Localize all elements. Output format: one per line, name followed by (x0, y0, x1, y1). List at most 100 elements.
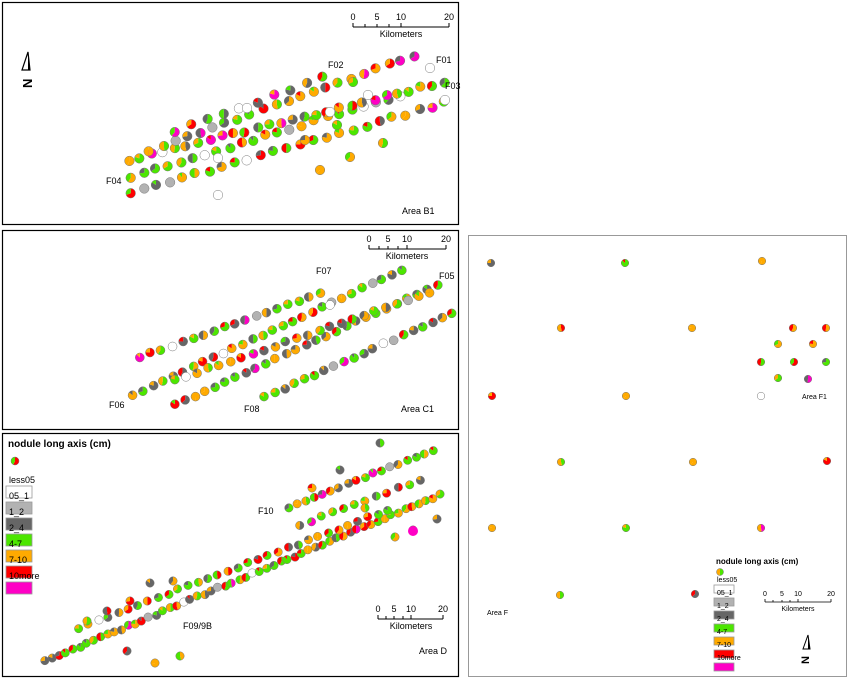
station-pie (353, 516, 362, 526)
station-pie (361, 473, 370, 483)
station-pie (238, 339, 248, 350)
scale-bar-f: 0 5 10 20 Kilometers (763, 591, 835, 613)
station-pie (690, 589, 700, 599)
station-pie (168, 576, 178, 586)
station-pie (195, 127, 206, 139)
station-pie (267, 325, 278, 335)
station-pie (248, 349, 259, 359)
station-pie (289, 378, 299, 389)
station-pie (303, 545, 313, 555)
station-pie (403, 295, 413, 306)
panel-area-f-frame (468, 235, 847, 677)
station-pie (302, 330, 313, 341)
station-pie (317, 540, 327, 550)
station-pie (135, 352, 145, 363)
station-pie (376, 274, 387, 285)
station-pie (393, 460, 403, 469)
station-pie (311, 110, 322, 121)
station-pie (432, 514, 442, 524)
station-pie (293, 540, 303, 550)
station-pie (205, 134, 216, 145)
scale-unit-label: Kilometers (380, 29, 423, 39)
station-pie (40, 656, 50, 666)
station-pie (773, 373, 783, 383)
station-pie (284, 542, 293, 552)
station-pie (209, 326, 219, 336)
station-pie (68, 644, 78, 654)
north-label: N (800, 656, 812, 664)
station-pie (89, 635, 98, 645)
station-pie (415, 475, 425, 485)
scale-tick-5: 5 (780, 591, 784, 598)
station-pie (283, 96, 295, 107)
legend-item-05-1: 05_1 (5, 491, 33, 515)
line-label-f07: F07 (316, 266, 332, 276)
station-pie (757, 256, 767, 266)
station-pie (189, 333, 199, 344)
station-pie (259, 391, 269, 402)
station-pie (181, 372, 191, 382)
station-pie (311, 335, 321, 345)
station-pie (331, 533, 341, 543)
station-pie (125, 596, 135, 606)
station-pie (620, 258, 630, 268)
station-pie (281, 143, 292, 154)
station-pie (435, 489, 445, 499)
station-pie (136, 616, 146, 626)
station-pie (271, 99, 282, 110)
station-pie (621, 391, 631, 401)
station-pie (347, 100, 358, 111)
legend-label: 2_4 (717, 616, 729, 623)
line-label-f04: F04 (106, 176, 122, 186)
station-pie (808, 339, 818, 349)
scale-tick-0: 0 (763, 591, 767, 598)
station-pie (555, 590, 565, 600)
scale-bar-c1: 0 5 10 20 Kilometers (366, 234, 451, 261)
legend-swatch (5, 533, 33, 547)
station-pie (393, 508, 403, 518)
station-pie (127, 390, 138, 401)
station-pie (236, 352, 246, 363)
station-pie (299, 373, 310, 384)
station-pie (142, 596, 152, 606)
station-pie (556, 323, 566, 333)
station-pie (143, 612, 153, 622)
station-pie (439, 94, 451, 106)
station-pie (302, 77, 313, 88)
station-pie (369, 306, 379, 316)
station-pie (368, 278, 378, 288)
station-pie (287, 114, 298, 125)
station-pie (148, 380, 159, 391)
station-pie (180, 395, 190, 405)
station-pie (218, 108, 229, 119)
station-pie (439, 77, 450, 88)
scale-bar-line (368, 245, 447, 250)
station-pie (308, 307, 318, 317)
station-pie (377, 466, 386, 476)
legend-item-7-10: 7-10 (713, 642, 735, 659)
station-pie (325, 300, 335, 310)
station-pie (259, 345, 269, 356)
legend-item-4-7: 4-7 (5, 539, 33, 563)
station-pie (125, 188, 136, 199)
station-pie (324, 106, 336, 118)
station-pie (267, 145, 278, 157)
station-pie (269, 561, 279, 570)
legend-item-4-7: 4-7 (713, 629, 735, 646)
legend-item-10more: 10more (5, 571, 40, 595)
station-pie (393, 482, 403, 492)
legend-item-7-10: 7-10 (5, 555, 33, 579)
legend-label: less05 (9, 475, 35, 485)
station-pie (437, 312, 448, 323)
station-pie (292, 499, 302, 509)
station-pie (688, 457, 698, 467)
station-pie (556, 457, 566, 467)
station-pie (428, 494, 438, 504)
station-pie (348, 125, 359, 136)
station-pie (351, 524, 361, 534)
station-pie (233, 563, 243, 573)
line-label-f06: F06 (109, 400, 125, 410)
station-pie (218, 348, 229, 359)
legend-swatch (5, 549, 33, 563)
